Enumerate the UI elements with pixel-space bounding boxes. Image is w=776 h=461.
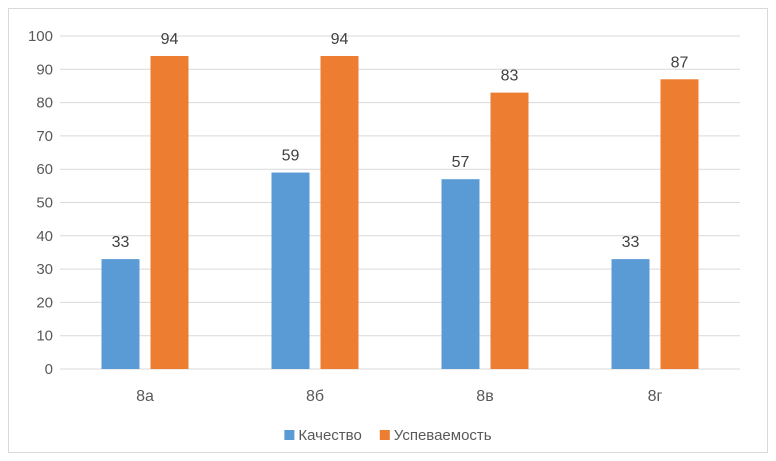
bars (101, 55, 699, 370)
y-tick-label: 40 (36, 228, 53, 245)
y-tick-label: 10 (36, 328, 53, 345)
y-tick-label: 20 (36, 294, 53, 311)
y-tick-label: 100 (28, 28, 53, 45)
y-tick-label: 60 (36, 161, 53, 178)
y-tick-label: 90 (36, 61, 53, 78)
data-label: 83 (501, 68, 519, 85)
legend-label: Успеваемость (394, 427, 492, 444)
data-label: 59 (282, 148, 300, 165)
x-axis-ticks: 8а 8б 8в 8г (136, 388, 662, 405)
data-label: 33 (112, 234, 130, 251)
x-tick-label: 8г (648, 388, 663, 405)
data-label: 94 (331, 31, 349, 48)
data-label: 57 (452, 154, 470, 171)
bar-progress (320, 55, 359, 369)
data-label: 33 (622, 234, 640, 251)
bar-quality (101, 259, 140, 369)
legend-label: Качество (298, 427, 361, 444)
bar-quality (441, 179, 480, 369)
data-labels: 33 94 59 94 57 83 33 87 (112, 31, 689, 251)
x-tick-label: 8а (136, 388, 154, 405)
bar-progress (150, 55, 189, 369)
data-label: 94 (161, 31, 179, 48)
y-tick-label: 80 (36, 95, 53, 112)
y-tick-label: 50 (36, 195, 53, 212)
legend: Качество Успеваемость (284, 427, 492, 444)
legend-swatch (379, 430, 390, 440)
chart-frame (8, 8, 768, 453)
legend-item: Качество (284, 427, 362, 444)
bar-quality (271, 172, 310, 369)
bar-progress (490, 92, 529, 370)
y-tick-label: 70 (36, 128, 53, 145)
legend-swatch (284, 430, 295, 440)
y-tick-label: 0 (45, 361, 53, 378)
y-axis-ticks: 0 10 20 30 40 50 60 70 80 90 100 (28, 28, 53, 378)
legend-item: Успеваемость (379, 427, 492, 444)
x-tick-label: 8б (306, 388, 324, 405)
y-tick-label: 30 (36, 261, 53, 278)
data-label: 87 (671, 54, 689, 71)
bar-progress (660, 79, 699, 369)
bar-quality (611, 259, 650, 369)
x-tick-label: 8в (476, 388, 493, 405)
